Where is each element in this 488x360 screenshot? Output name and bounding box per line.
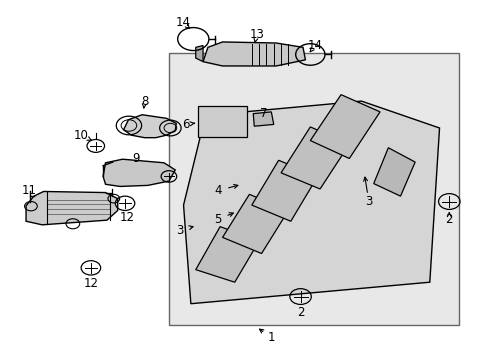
Polygon shape	[203, 42, 305, 66]
Text: 2: 2	[296, 306, 304, 319]
Bar	[168, 53, 458, 325]
Polygon shape	[373, 148, 414, 196]
Text: 11: 11	[21, 184, 37, 197]
Polygon shape	[222, 194, 288, 253]
Text: 2: 2	[445, 213, 452, 226]
Polygon shape	[26, 192, 118, 225]
Polygon shape	[251, 160, 317, 221]
Polygon shape	[123, 115, 176, 138]
Text: 8: 8	[141, 95, 148, 108]
Text: 5: 5	[214, 213, 221, 226]
Text: 10: 10	[74, 129, 88, 142]
Text: 3: 3	[176, 224, 183, 237]
Text: 6: 6	[182, 118, 189, 131]
Polygon shape	[253, 112, 273, 126]
Polygon shape	[310, 95, 379, 158]
Text: 12: 12	[83, 278, 98, 291]
Polygon shape	[195, 45, 203, 62]
Text: 9: 9	[132, 152, 140, 165]
Polygon shape	[195, 226, 259, 282]
Text: 14: 14	[176, 16, 191, 29]
Polygon shape	[183, 101, 439, 304]
Text: 14: 14	[307, 39, 322, 52]
Text: 4: 4	[213, 184, 221, 197]
Text: 3: 3	[365, 195, 372, 208]
Text: 1: 1	[267, 331, 275, 344]
Polygon shape	[281, 127, 348, 189]
Polygon shape	[103, 159, 175, 186]
Text: 7: 7	[260, 107, 267, 120]
Text: 12: 12	[120, 211, 135, 224]
Bar	[198, 107, 246, 137]
Text: 13: 13	[249, 28, 264, 41]
